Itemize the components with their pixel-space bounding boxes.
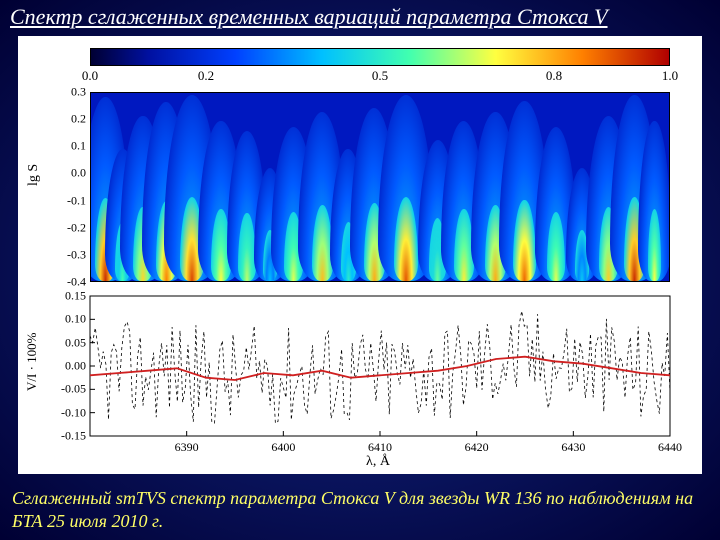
colorbar (90, 48, 670, 66)
lineplot-ytick: 0.00 (65, 359, 86, 374)
heatmap-ytick: 0.2 (71, 112, 86, 127)
heatmap-ytick: 0.3 (71, 85, 86, 100)
lineplot-ytick: 0.10 (65, 312, 86, 327)
x-tick: 6420 (465, 440, 489, 455)
lineplot-ytick: 0.05 (65, 335, 86, 350)
heatmap-ylabel: lg S (26, 164, 42, 186)
smooth-trace (90, 357, 670, 380)
x-tick: 6430 (561, 440, 585, 455)
x-tick: 6440 (658, 440, 682, 455)
lineplot-yticks: -0.15-0.10-0.050.000.050.100.15 (48, 296, 86, 436)
heatmap-ytick: 0.0 (71, 166, 86, 181)
lineplot-ytick: -0.15 (61, 429, 86, 444)
colorbar-tick: 0.5 (372, 68, 388, 84)
x-tick: 6390 (175, 440, 199, 455)
lineplot (90, 296, 670, 436)
heatmap-ytick: -0.4 (67, 275, 86, 290)
colorbar-tick: 0.8 (546, 68, 562, 84)
lineplot-ylabel: V/I · 100% (24, 333, 40, 392)
noise-trace (90, 311, 670, 423)
colorbar-tick: 0.0 (82, 68, 98, 84)
heatmap-ytick: -0.1 (67, 193, 86, 208)
colorbar-tick: 0.2 (198, 68, 214, 84)
figure-panel: 0.0 0.2 0.5 0.8 1.0 lg S -0.4 -0.3 -0.2 -0.1 0.0… (18, 36, 702, 474)
colorbar-tick: 1.0 (662, 68, 678, 84)
x-axis-label: λ, Å (366, 454, 390, 470)
heatmap-ytick: 0.1 (71, 139, 86, 154)
lineplot-ytick: -0.05 (61, 382, 86, 397)
heatmap-ytick: -0.3 (67, 247, 86, 262)
heatmap-ytick: -0.2 (67, 220, 86, 235)
heatmap (90, 92, 670, 282)
heatmap-yticks: -0.4-0.3-0.2-0.10.00.10.20.3 (48, 92, 86, 282)
slide-title: Спектр сглаженных временных вариаций пар… (10, 4, 710, 30)
slide-caption: Сглаженный smTVS спектр параметра Стокса… (12, 487, 708, 532)
x-tick: 6400 (271, 440, 295, 455)
lineplot-ytick: -0.10 (61, 405, 86, 420)
lineplot-ytick: 0.15 (65, 289, 86, 304)
x-tick: 6410 (368, 440, 392, 455)
colorbar-ticks: 0.00.20.50.81.0 (90, 68, 670, 84)
